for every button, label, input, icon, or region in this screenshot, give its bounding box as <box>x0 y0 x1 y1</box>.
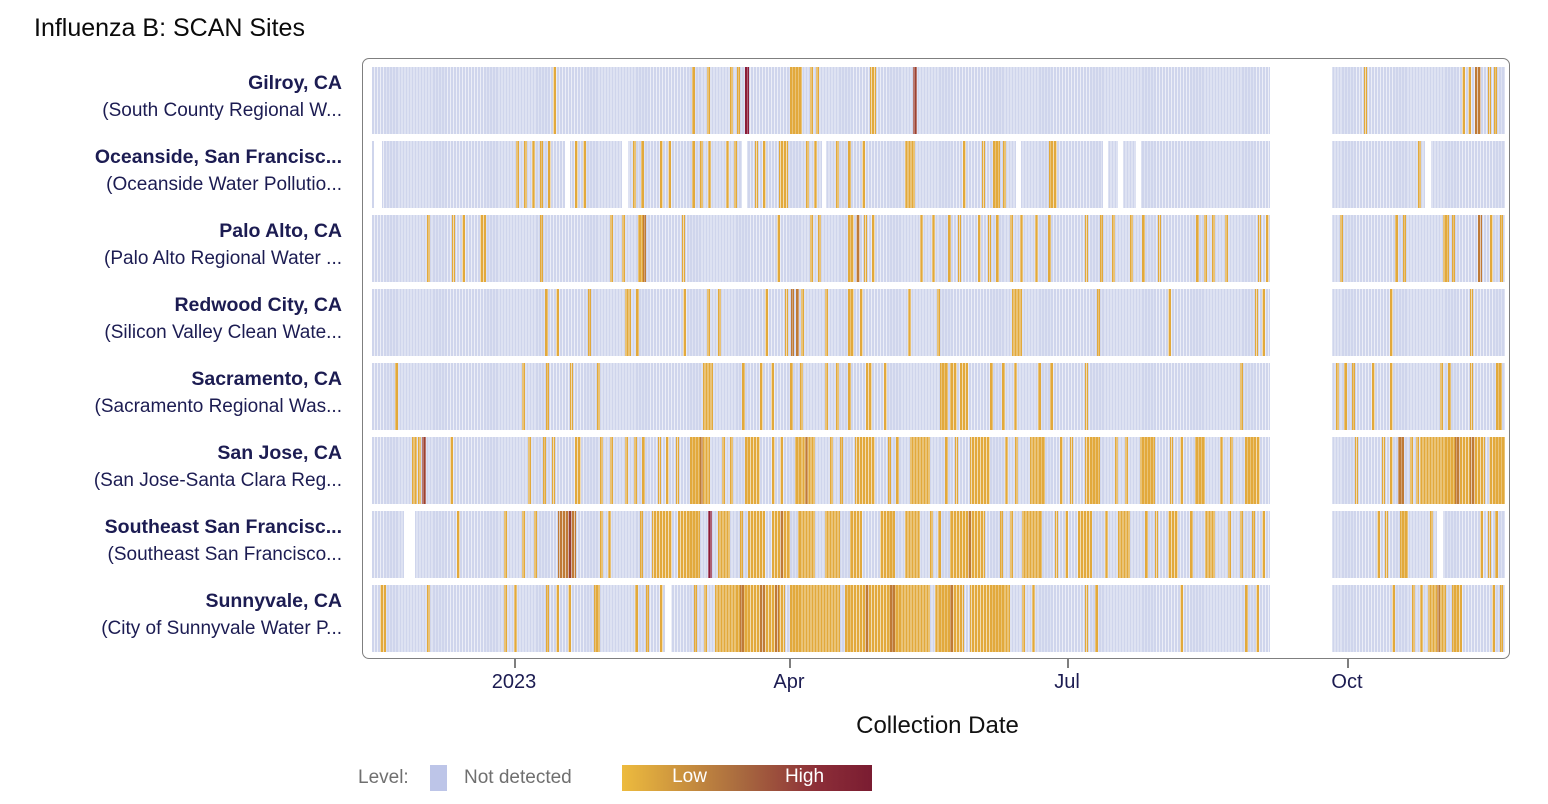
x-axis-ticks: 2023 Apr Jul Oct <box>371 659 1504 705</box>
site-label: Oceanside, San Francisc... (Oceanside Wat… <box>0 144 342 198</box>
heatmap-row-6 <box>372 437 1505 504</box>
legend-low-label: Low <box>672 766 707 787</box>
missing-data-gap <box>1102 141 1109 208</box>
site-label: Gilroy, CA (South County Regional W... <box>0 70 342 124</box>
heatmap-row-2 <box>372 141 1505 208</box>
missing-data-gap <box>1270 437 1332 504</box>
plot-panel <box>362 58 1510 659</box>
missing-data-gap <box>1270 511 1332 578</box>
site-city: Sunnyvale, CA <box>205 590 342 612</box>
missing-data-gap <box>1270 67 1332 134</box>
tick-label: Apr <box>773 671 805 693</box>
legend-title: Level: <box>358 767 409 788</box>
site-plant: (Sacramento Regional Was... <box>94 396 342 417</box>
site-label: Southeast San Francisc... (Southeast San … <box>0 514 342 568</box>
missing-data-gap <box>1135 141 1142 208</box>
tick-mark <box>788 659 791 668</box>
missing-data-gap <box>1270 363 1332 430</box>
site-plant: (Oceanside Water Pollutio... <box>106 174 342 195</box>
tick-label: Oct <box>1331 671 1363 693</box>
missing-data-gap <box>1425 141 1431 208</box>
site-plant: (San Jose-Santa Clara Reg... <box>93 470 342 491</box>
heatmap-row-1 <box>372 67 1505 134</box>
site-label: Palo Alto, CA (Palo Alto Regional Water .… <box>0 218 342 272</box>
legend-gradient-bar: Low High <box>622 765 872 791</box>
heatmap-row-8 <box>372 585 1505 652</box>
heatmap-bands <box>372 59 1505 658</box>
site-plant: (Silicon Valley Clean Wate... <box>104 322 342 343</box>
heatmap-row-7 <box>372 511 1505 578</box>
tick-mark <box>1067 659 1069 668</box>
site-labels: Gilroy, CA (South County Regional W... Oce… <box>0 58 352 659</box>
site-label: Sacramento, CA (Sacramento Regional Was..… <box>0 366 342 420</box>
site-plant: (Southeast San Francisco... <box>107 544 342 565</box>
missing-data-gap <box>821 141 827 208</box>
x-axis-title: Collection Date <box>856 712 1019 739</box>
legend-not-detected-label: Not detected <box>464 767 572 788</box>
site-plant: (City of Sunnyvale Water P... <box>101 618 342 639</box>
missing-data-gap <box>1270 141 1332 208</box>
site-city: Gilroy, CA <box>248 72 342 94</box>
missing-data-gap <box>1270 585 1332 652</box>
tick-mark <box>1346 659 1349 668</box>
heatmap-row-4 <box>372 289 1505 356</box>
heatmap-row-5 <box>372 363 1505 430</box>
tick-label: Jul <box>1054 671 1080 693</box>
missing-data-gap <box>1270 289 1332 356</box>
heatmap-row-3 <box>372 215 1505 282</box>
missing-data-gap <box>564 141 571 208</box>
tick-label: 2023 <box>491 671 537 693</box>
site-plant: (Palo Alto Regional Water ... <box>104 248 342 269</box>
missing-data-gap <box>665 585 671 652</box>
site-label: San Jose, CA (San Jose-Santa Clara Reg... <box>0 440 342 494</box>
site-plant: (South County Regional W... <box>102 100 342 121</box>
missing-data-gap <box>1270 215 1332 282</box>
tick-mark <box>513 659 516 668</box>
missing-data-gap <box>622 141 629 208</box>
missing-data-gap <box>742 141 748 208</box>
missing-data-gap <box>1117 141 1124 208</box>
site-city: Oceanside, San Francisc... <box>94 146 342 168</box>
site-city: Palo Alto, CA <box>219 220 342 242</box>
missing-data-gap <box>1437 511 1444 578</box>
site-city: San Jose, CA <box>217 442 342 464</box>
missing-data-gap <box>1015 141 1022 208</box>
site-label: Sunnyvale, CA (City of Sunnyvale Water P.… <box>0 588 342 642</box>
missing-data-gap <box>374 141 383 208</box>
legend-high-label: High <box>784 766 825 787</box>
site-label: Redwood City, CA (Silicon Valley Clean Wa… <box>0 292 342 346</box>
site-city: Sacramento, CA <box>191 368 342 390</box>
missing-data-gap <box>403 511 416 578</box>
site-city: Southeast San Francisc... <box>104 516 342 538</box>
chart-title: Influenza B: SCAN Sites <box>34 14 305 42</box>
site-city: Redwood City, CA <box>174 294 342 316</box>
legend-swatch-not-detected <box>430 765 447 791</box>
